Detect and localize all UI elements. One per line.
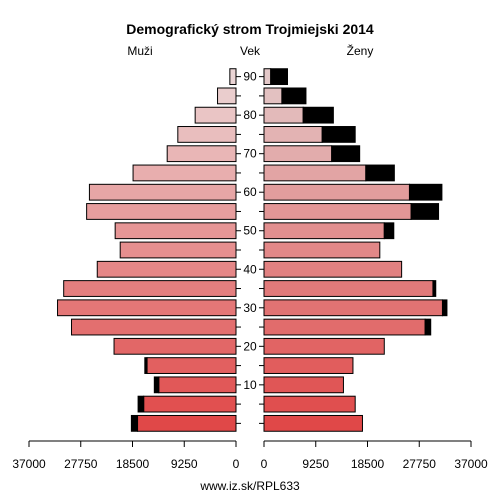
men-bar-5-9 xyxy=(143,395,237,413)
men-bar-0-4 xyxy=(137,414,237,432)
men-bars xyxy=(57,68,237,432)
age-tick-label: 10 xyxy=(243,378,257,392)
women-bar-45-49 xyxy=(263,241,381,259)
women-bar-40-44 xyxy=(263,260,403,278)
men-bar-25-29 xyxy=(71,318,237,336)
women-bar-15-19 xyxy=(263,357,354,374)
x-tick-label: 37000 xyxy=(454,457,488,471)
women-bar-30-34 xyxy=(263,299,443,317)
x-tick-label: 18500 xyxy=(351,457,385,471)
age-label: Vek xyxy=(240,44,261,58)
women-bar-70-74 xyxy=(263,145,333,163)
women-excess-bar-35-39 xyxy=(432,280,437,297)
men-bar-60-64 xyxy=(88,183,237,201)
women-bar-90+ xyxy=(263,68,272,86)
women-bar-60-64 xyxy=(263,183,410,201)
women-excess-bar-70-74 xyxy=(331,145,361,163)
women-bar-20-24 xyxy=(263,337,385,355)
women-label: Ženy xyxy=(347,43,374,58)
men-bar-75-79 xyxy=(177,126,237,143)
men-bar-85-89 xyxy=(217,87,237,105)
age-tick-label: 50 xyxy=(243,224,257,238)
men-excess-bar-15-19 xyxy=(144,357,148,374)
women-bar-5-9 xyxy=(263,395,356,413)
x-tick-label: 18500 xyxy=(116,457,150,471)
women-bar-55-59 xyxy=(263,203,412,220)
women-bars xyxy=(263,68,448,432)
men-bar-70-74 xyxy=(166,145,237,163)
men-bar-55-59 xyxy=(86,203,237,220)
men-bar-30-34 xyxy=(57,299,237,317)
age-axis: 10 20 30 40 50 60 70 80 90 xyxy=(236,70,264,424)
women-bar-0-4 xyxy=(263,414,363,432)
men-bar-50-54 xyxy=(114,222,237,240)
population-axis: 37000 27750 18500 9250 0 9250 18500 27750 37000 0 xyxy=(12,440,488,471)
x-tick-label: 27750 xyxy=(403,457,437,471)
women-bar-75-79 xyxy=(263,126,323,143)
age-tick-label: 20 xyxy=(243,339,257,353)
women-excess-bar-50-54 xyxy=(383,222,395,240)
women-bar-85-89 xyxy=(263,87,283,105)
age-tick-label: 60 xyxy=(243,185,257,199)
women-bar-50-54 xyxy=(263,222,385,240)
men-bar-45-49 xyxy=(119,241,237,259)
age-tick-label: 90 xyxy=(243,70,257,84)
age-tick-label: 30 xyxy=(243,301,257,315)
women-bar-65-69 xyxy=(263,164,367,182)
men-bar-35-39 xyxy=(63,280,237,297)
chart-title: Demografický strom Trojmiejski 2014 xyxy=(126,21,374,37)
men-excess-bar-0-4 xyxy=(130,414,139,432)
women-excess-bar-80-84 xyxy=(302,106,334,124)
x-tick-label: 9250 xyxy=(171,457,198,471)
x-tick-label: 0 xyxy=(233,457,240,471)
men-bar-80-84 xyxy=(194,106,237,124)
men-bar-20-24 xyxy=(113,337,237,355)
men-bar-10-14 xyxy=(158,376,237,394)
men-bar-15-19 xyxy=(146,357,237,374)
men-excess-bar-10-14 xyxy=(153,376,160,394)
women-excess-bar-65-69 xyxy=(365,164,395,182)
men-bar-90+ xyxy=(229,68,237,86)
x-tick-label: 27750 xyxy=(64,457,98,471)
x-tick-label: 0 xyxy=(261,457,268,471)
women-bar-80-84 xyxy=(263,106,304,124)
women-bar-10-14 xyxy=(263,376,344,394)
women-bar-35-39 xyxy=(263,280,434,297)
age-tick-label: 80 xyxy=(243,108,257,122)
women-excess-bar-75-79 xyxy=(321,126,356,143)
x-tick-label: 37000 xyxy=(12,457,46,471)
women-excess-bar-25-29 xyxy=(424,318,432,336)
men-label: Muži xyxy=(127,44,152,58)
footer-source: www.iz.sk/RPL633 xyxy=(199,479,300,493)
women-excess-bar-55-59 xyxy=(410,203,440,220)
age-tick-label: 40 xyxy=(243,262,257,276)
men-bar-65-69 xyxy=(132,164,237,182)
x-tick-label: 9250 xyxy=(302,457,329,471)
men-bar-40-44 xyxy=(96,260,237,278)
men-excess-bar-5-9 xyxy=(137,395,145,413)
women-excess-bar-90+ xyxy=(270,68,288,86)
women-excess-bar-30-34 xyxy=(441,299,448,317)
age-tick-label: 70 xyxy=(243,147,257,161)
women-bar-25-29 xyxy=(263,318,426,336)
women-excess-bar-60-64 xyxy=(408,183,443,201)
women-excess-bar-85-89 xyxy=(281,87,307,105)
